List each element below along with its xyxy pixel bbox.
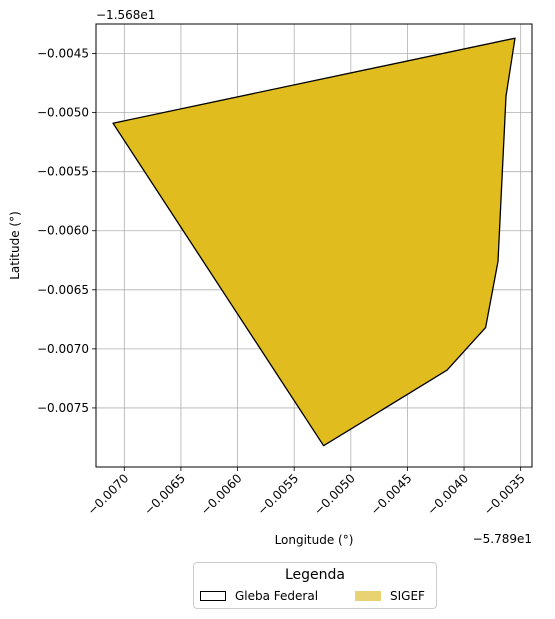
y-ticks: −0.0045 −0.0050 −0.0055 −0.0060 −0.0065 −0.00… — [37, 47, 96, 415]
x-tick-label: −0.0070 — [85, 471, 132, 518]
legend-title: Legenda — [284, 567, 345, 583]
legend-item-sigef: SIGEF — [355, 589, 425, 603]
x-tick-label: −0.0035 — [481, 471, 528, 518]
x-axis-label: Longitude (°) — [275, 533, 354, 547]
x-tick-label: −0.0045 — [368, 471, 415, 518]
polygon-gleba-federal — [112, 37, 516, 447]
y-tick-label: −0.0055 — [37, 165, 89, 179]
x-tick-label: −0.0050 — [311, 471, 358, 518]
legend-label-gleba-federal: Gleba Federal — [235, 589, 319, 603]
y-tick-label: −0.0075 — [37, 401, 89, 415]
x-ticks: −0.0070 −0.0065 −0.0060 −0.0055 −0.0050 −0.00… — [85, 467, 528, 518]
x-tick-label: −0.0040 — [424, 471, 471, 518]
legend-swatch-sigef — [355, 591, 381, 601]
x-tick-label: −0.0055 — [255, 471, 302, 518]
y-offset-label: −1.568e1 — [96, 8, 155, 22]
y-tick-label: −0.0070 — [37, 342, 89, 356]
x-tick-label: −0.0065 — [141, 471, 188, 518]
plot-frame — [95, 23, 533, 468]
polygon-outlines — [112, 37, 516, 447]
legend-swatch-gleba-federal — [200, 591, 226, 601]
polygon-fills — [113, 38, 515, 446]
y-tick-label: −0.0050 — [37, 106, 89, 120]
legend-item-gleba-federal: Gleba Federal — [200, 589, 318, 603]
polygon-sigef — [113, 38, 515, 446]
x-tick-label: −0.0060 — [198, 471, 245, 518]
y-tick-label: −0.0045 — [37, 47, 89, 61]
x-offset-label: −5.789e1 — [473, 532, 532, 546]
y-axis-label: Latitude (°) — [8, 211, 22, 280]
y-tick-label: −0.0065 — [37, 283, 89, 297]
legend-label-sigef: SIGEF — [390, 589, 425, 603]
legend: Legenda Gleba Federal SIGEF — [193, 562, 437, 609]
y-tick-label: −0.0060 — [37, 224, 89, 238]
